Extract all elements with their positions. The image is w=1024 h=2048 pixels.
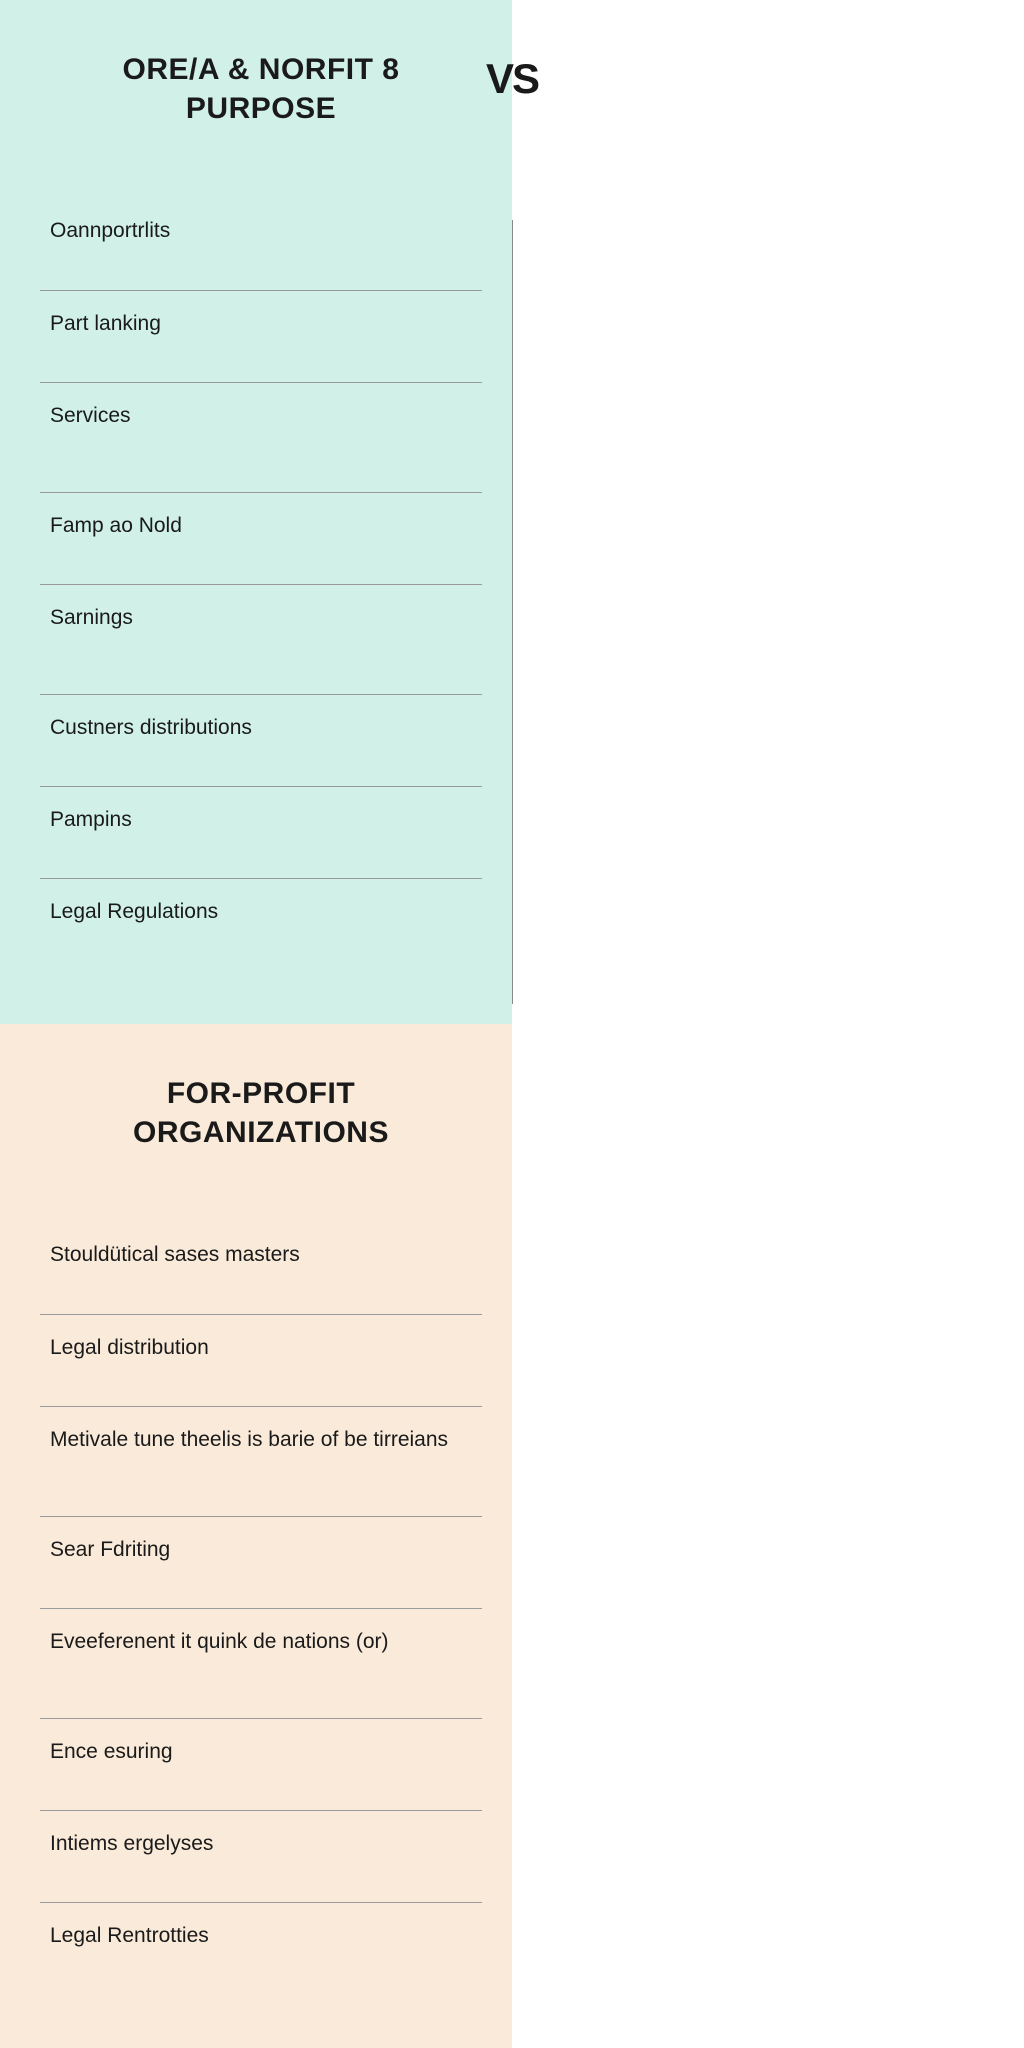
left-cell: Part lanking bbox=[40, 290, 482, 382]
left-cell: Oannportrlits bbox=[40, 198, 482, 290]
left-cell: Services bbox=[40, 382, 482, 492]
vs-badge: VS bbox=[486, 55, 538, 103]
left-rows: OannportrlitsPart lankingServicesFamp ao… bbox=[40, 198, 482, 970]
left-cell: Legal Regulations bbox=[40, 878, 482, 970]
left-cell: Custners distributions bbox=[40, 694, 482, 786]
left-cell: Famp ao Nold bbox=[40, 492, 482, 584]
left-cell: Sarnings bbox=[40, 584, 482, 694]
right-cell: Metivale tune theelis is barie of be tir… bbox=[40, 1406, 482, 1516]
right-cell: Ence esuring bbox=[40, 1718, 482, 1810]
left-column: Ore/a & NORFIT 8 PURPOSE OannportrlitsPa… bbox=[0, 0, 512, 1024]
right-cell: Intiems ergelyses bbox=[40, 1810, 482, 1902]
right-column: FOR-PROFIT ORGANIZATIONS Stouldütical sa… bbox=[0, 1024, 512, 2048]
right-cell: Sear Fdriting bbox=[40, 1516, 482, 1608]
right-cell: Legal Rentrotties bbox=[40, 1902, 482, 1994]
comparison-container: VS Ore/a & NORFIT 8 PURPOSE Oannportrlit… bbox=[0, 0, 1024, 1024]
right-cell: Eveeferenent it quink de nations (or) bbox=[40, 1608, 482, 1718]
center-divider bbox=[512, 220, 513, 1004]
right-cell: Stouldütical sases masters bbox=[40, 1222, 482, 1314]
left-cell: Pampins bbox=[40, 786, 482, 878]
right-cell: Legal distribution bbox=[40, 1314, 482, 1406]
left-header: Ore/a & NORFIT 8 PURPOSE bbox=[40, 50, 482, 128]
right-header: FOR-PROFIT ORGANIZATIONS bbox=[40, 1074, 482, 1152]
right-rows: Stouldütical sases mastersLegal distribu… bbox=[40, 1222, 482, 1994]
